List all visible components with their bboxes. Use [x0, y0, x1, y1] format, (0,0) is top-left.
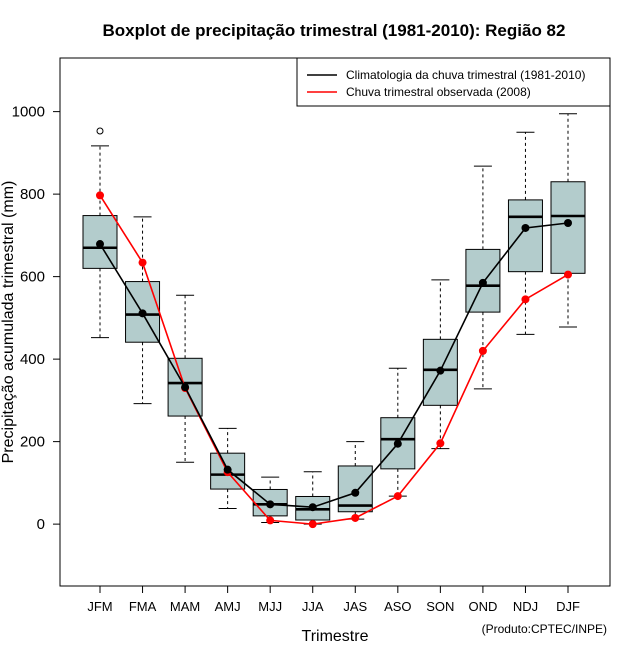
x-tick-label-mjj: MJJ [258, 599, 282, 614]
x-axis-title: Trimestre [302, 628, 369, 645]
box-jas [337, 441, 373, 520]
series-point [436, 366, 445, 375]
series-point [393, 439, 402, 448]
series-point [564, 270, 572, 279]
chart-title: Boxplot de precipitação trimestral (1981… [103, 21, 566, 40]
series-point [521, 295, 530, 304]
y-tick-label: 200 [20, 434, 45, 451]
box-jfm [82, 127, 118, 339]
legend-observed-label: Chuva trimestral observada (2008) [346, 85, 531, 99]
x-tick-label-djf: DJF [556, 599, 580, 614]
x-tick-label-jja: JJA [302, 599, 324, 614]
x-tick-label-fma: FMA [129, 599, 157, 614]
series-point [181, 383, 190, 392]
box-mam [167, 294, 203, 463]
series-point [308, 520, 317, 529]
legend-frame [296, 57, 611, 107]
y-tick-label: 0 [37, 516, 45, 533]
box-djf [550, 113, 586, 328]
series-point [266, 516, 275, 525]
y-axis-title: Precipitação acumulada trimestral (mm) [0, 181, 17, 464]
series-point [308, 503, 317, 512]
series-line [99, 222, 569, 509]
legend-climatology-label: Climatologia da chuva trimestral (1981-2… [346, 68, 585, 82]
series-climatology [96, 219, 572, 512]
y-tick-label: 1000 [12, 104, 45, 121]
x-tick-label-aso: ASO [384, 599, 411, 614]
y-axis: 0 200 400 600 800 1000 [12, 104, 60, 533]
box-body [507, 199, 543, 273]
x-tick-label-jas: JAS [343, 599, 367, 614]
series-point [138, 309, 147, 318]
series-lines-group [96, 191, 572, 529]
x-tick-label-mam: MAM [170, 599, 200, 614]
y-tick-label: 800 [20, 186, 45, 203]
box-ndj [507, 131, 543, 335]
y-tick-label: 600 [20, 269, 45, 286]
x-tick-label-son: SON [426, 599, 454, 614]
series-point [478, 278, 487, 287]
series-point [393, 492, 402, 501]
series-observed-2008 [96, 191, 572, 529]
x-axis: JFM FMA MAM AMJ MJJ JJA JAS ASO SON OND NDJ DJF [87, 586, 580, 614]
series-point [521, 223, 530, 232]
y-tick-label: 400 [20, 351, 45, 368]
x-tick-label-jfm: JFM [87, 599, 112, 614]
series-line [99, 194, 569, 525]
box-son [422, 279, 458, 450]
series-point [436, 439, 445, 448]
series-point [266, 500, 275, 509]
series-point [351, 488, 360, 497]
series-point [478, 346, 487, 355]
box-amj [210, 427, 246, 509]
series-point [351, 513, 360, 522]
box-body [550, 181, 586, 274]
box-jja [295, 471, 331, 525]
box-ond [465, 165, 501, 390]
product-credit: (Produto:CPTEC/INPE) [482, 622, 607, 636]
series-point [138, 258, 147, 267]
x-tick-label-ond: OND [468, 599, 497, 614]
box-mjj [252, 476, 288, 523]
x-tick-label-amj: AMJ [215, 599, 241, 614]
legend: Climatologia da chuva trimestral (1981-2… [296, 57, 611, 107]
x-tick-label-ndj: NDJ [513, 599, 538, 614]
box-outlier [96, 127, 104, 135]
series-point [96, 240, 104, 249]
box-aso [380, 367, 416, 497]
series-point [223, 465, 232, 474]
series-point [96, 191, 104, 200]
series-point [564, 219, 572, 227]
